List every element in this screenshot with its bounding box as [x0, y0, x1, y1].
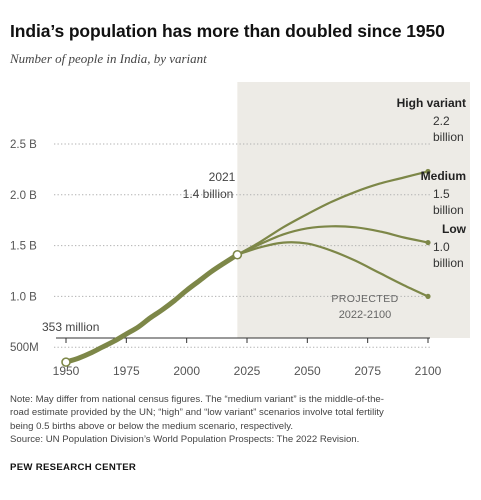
current-point-marker: [232, 249, 243, 260]
projected-range-label: 2022-2100: [339, 309, 392, 321]
y-axis-ticks: 500M 1.0 B 1.5 B 2.0 B 2.5 B: [10, 139, 39, 354]
x-axis-ticks: 1950 1975 2000 2025 2050 2075 2100: [53, 338, 442, 378]
low-variant-label: Low: [442, 222, 467, 236]
start-value-label: 353 million: [42, 320, 99, 334]
medium-variant-label: Medium: [421, 169, 466, 183]
projected-label: PROJECTED: [331, 293, 398, 305]
series-line-low: [236, 241, 430, 298]
historical-line: [63, 252, 240, 365]
x-tick-label: 2075: [354, 364, 381, 378]
series-end-point: [425, 293, 431, 299]
current-year-label: 2021: [209, 170, 236, 184]
series-line-high-variant: [236, 170, 430, 256]
chart-plot: 500M 1.0 B 1.5 B 2.0 B 2.5 B 1950 1975 2000 202…: [10, 82, 470, 378]
projection-region: [237, 82, 470, 338]
y-tick-label: 1.5 B: [10, 241, 37, 253]
series-end-point: [425, 168, 431, 175]
series-end-point: [425, 239, 431, 246]
high-variant-unit: billion: [433, 130, 464, 144]
series-end-points: [425, 168, 431, 299]
low-variant-unit: billion: [433, 256, 464, 270]
x-tick-label: 2000: [173, 364, 200, 378]
chart-subtitle: Number of people in India, by variant: [10, 51, 207, 66]
chart-title: India’s population has more than doubled…: [10, 21, 445, 41]
y-tick-label: 1.0 B: [10, 291, 37, 303]
x-tick-label: 2050: [294, 364, 321, 378]
note-line: being 0.5 births above or below the medi…: [10, 420, 293, 432]
chart-footnote: Note: May differ from national census fi…: [10, 393, 475, 447]
y-tick-label: 2.0 B: [10, 190, 37, 202]
x-tick-label: 1950: [53, 364, 80, 378]
x-tick-label: 2025: [234, 364, 261, 378]
medium-variant-value: 1.5: [433, 187, 450, 201]
high-variant-label: High variant: [397, 96, 466, 110]
y-tick-label: 2.5 B: [10, 139, 37, 151]
series-line-medium: [236, 225, 430, 256]
note-line: road estimate provided by the UN; “high”…: [10, 407, 384, 419]
series-lines: [63, 170, 430, 365]
source-line: Source: UN Population Division’s World P…: [10, 434, 360, 446]
high-variant-value: 2.2: [433, 114, 450, 128]
current-value-label: 1.4 billion: [183, 187, 234, 201]
x-tick-label: 2100: [415, 364, 442, 378]
note-line: Note: May differ from national census fi…: [10, 394, 384, 405]
brand-name: PEW RESEARCH CENTER: [10, 462, 137, 473]
medium-variant-unit: billion: [433, 203, 464, 217]
y-tick-label: 500M: [10, 342, 39, 354]
x-tick-label: 1975: [113, 364, 140, 378]
low-variant-value: 1.0: [433, 240, 450, 254]
start-point-marker: [61, 357, 71, 367]
